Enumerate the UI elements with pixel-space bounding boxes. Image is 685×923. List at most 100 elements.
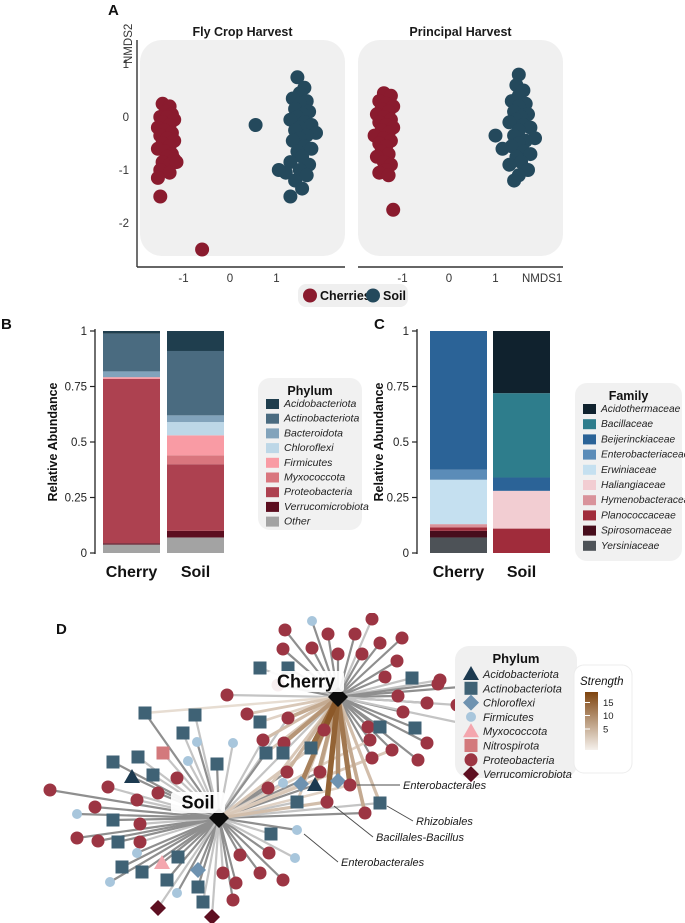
strength-gradient-bar <box>585 692 598 750</box>
scatter-point <box>153 189 168 204</box>
bar-segment <box>103 544 160 553</box>
x-tick-label: -1 <box>178 273 188 285</box>
legend-label: Myxococcota <box>483 726 547 738</box>
network-node-circle <box>280 765 294 779</box>
network-node-circle <box>313 765 327 779</box>
network-node-square <box>464 681 478 695</box>
bar-segment <box>167 422 224 436</box>
y-tick-label: 0 <box>403 548 409 560</box>
legend-title: Phylum <box>287 384 332 398</box>
network-edge <box>210 817 221 918</box>
network-node-triangle <box>463 723 479 738</box>
network-node-circle-small <box>278 778 288 788</box>
legend-box <box>455 646 577 778</box>
network-node-square <box>146 768 160 782</box>
scatter-point <box>290 70 305 85</box>
legend-swatch <box>266 399 279 409</box>
network-node-circle <box>88 800 102 814</box>
network-edge <box>218 816 298 832</box>
network-node-diamond <box>190 862 206 878</box>
legend-label: Acidobacteriota <box>283 398 357 410</box>
network-edge <box>121 817 220 868</box>
scatter-point <box>283 155 298 170</box>
legend-swatch <box>583 510 596 521</box>
legend-swatch-soil <box>366 288 380 303</box>
panel-label-c: C <box>374 316 385 333</box>
legend-label: Bacillaceae <box>601 419 653 430</box>
network-edge-strength <box>286 695 340 720</box>
network-node-circle <box>229 876 243 890</box>
network-edge-strength <box>281 694 341 746</box>
legend-label: Chloroflexi <box>483 698 536 710</box>
network-edge <box>76 812 220 820</box>
network-edge <box>337 696 428 744</box>
network-node-diamond <box>330 773 346 789</box>
scatter-point <box>248 118 263 132</box>
legend-label: Nitrospirota <box>483 741 539 753</box>
phylum-barchart-panel: 0 0.25 0.5 0.75 1 Relative Abundance Cherry Soi… <box>46 326 369 581</box>
legend-label: Acidothermaceae <box>600 404 681 415</box>
network-node-circle <box>464 753 478 767</box>
y-tick-label: -2 <box>119 218 129 230</box>
legend-swatch <box>583 540 596 551</box>
network-node-circle <box>317 723 331 737</box>
bar-segment <box>430 524 487 528</box>
network-edge <box>337 660 398 698</box>
network-node-circle <box>130 793 144 807</box>
legend-label: Enterobacteriaceae <box>601 450 685 461</box>
network-edge <box>196 817 221 888</box>
panel-label-d: D <box>56 621 67 638</box>
bar-segment <box>430 479 487 525</box>
bar-segment <box>167 435 224 456</box>
network-node-circle <box>420 696 434 710</box>
network-node-circle <box>331 647 345 661</box>
facet-background <box>358 40 563 256</box>
network-node-circle <box>321 627 335 641</box>
bar-segment <box>167 350 224 416</box>
bar-segment <box>493 528 550 553</box>
network-node-square <box>160 873 174 887</box>
x-tick-label: -1 <box>397 273 407 285</box>
bar-category-label: Soil <box>181 564 210 581</box>
network-node-diamond <box>463 766 479 783</box>
network-node-circle <box>281 711 295 725</box>
network-node-circle <box>355 647 369 661</box>
legend-swatch <box>266 501 279 512</box>
legend-swatch <box>583 480 596 490</box>
y-tick-label: 1 <box>403 326 409 338</box>
legend-label: Other <box>284 516 311 528</box>
network-node-square <box>210 757 224 771</box>
network-node-circle <box>220 688 234 702</box>
network-edge <box>157 817 220 909</box>
y-tick-label: 0 <box>123 112 129 124</box>
network-node-circle <box>373 636 387 650</box>
annotation-leader-line <box>333 805 374 838</box>
bar-segment <box>493 331 550 394</box>
network-node-circle <box>431 677 445 691</box>
legend-label: Proteobacteria <box>483 755 555 767</box>
network-node-circle <box>253 866 267 880</box>
network-node-circle-small <box>290 853 300 863</box>
hub-label-background <box>268 671 344 692</box>
y-axis-title: Relative Abundance <box>46 382 60 501</box>
hub-label: Soil <box>181 793 214 813</box>
network-node-circle <box>276 642 290 656</box>
network-edge <box>337 684 473 699</box>
scatter-point <box>386 202 401 217</box>
bar-segment <box>103 331 160 334</box>
legend-swatch-cherries <box>303 288 317 303</box>
network-node-circle <box>396 705 410 719</box>
network-node-triangle <box>463 666 479 680</box>
network-node-circle <box>395 631 409 645</box>
network-edge <box>136 816 220 855</box>
network-node-circle-small <box>105 877 115 887</box>
network-node-circle-small <box>307 616 317 626</box>
family-barchart-panel: 0 0.25 0.5 0.75 1 Relative Abundance Cherry Soi… <box>372 326 685 581</box>
scatter-point <box>283 189 298 204</box>
network-edge <box>218 811 366 820</box>
network-edge <box>177 817 220 858</box>
network-node-circle <box>261 781 275 795</box>
y-tick-label: 0.75 <box>387 382 409 394</box>
scatter-point <box>511 67 526 82</box>
